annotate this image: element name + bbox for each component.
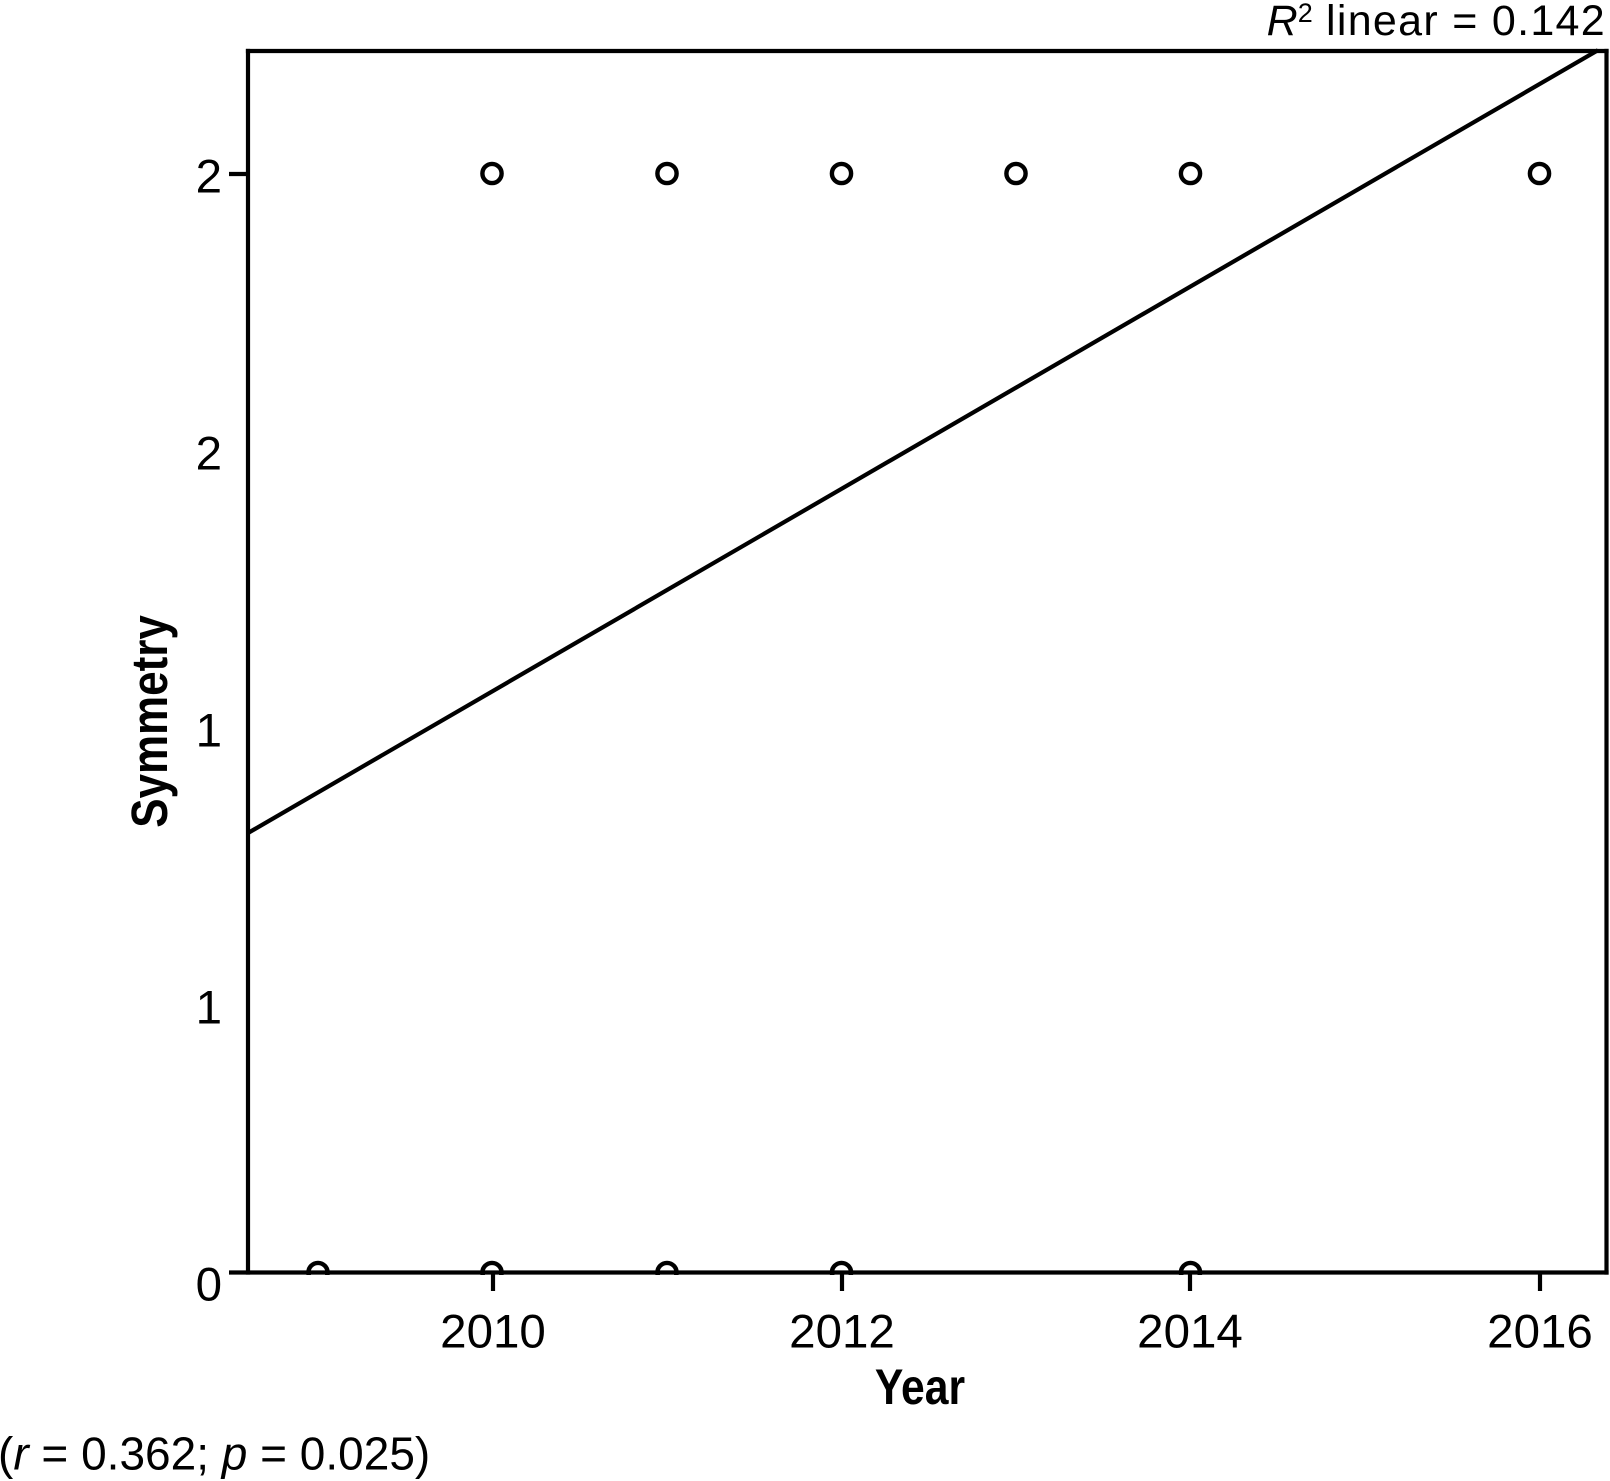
svg-text:2012: 2012 (789, 1306, 895, 1359)
svg-text:1: 1 (196, 981, 222, 1034)
svg-text:0: 0 (196, 1258, 222, 1311)
svg-text:2014: 2014 (1137, 1306, 1243, 1359)
svg-text:2: 2 (196, 427, 222, 480)
svg-text:2010: 2010 (440, 1306, 546, 1359)
svg-text:2: 2 (196, 150, 222, 203)
svg-text:1: 1 (196, 704, 222, 757)
svg-text:R2 linear = 0.142: R2 linear = 0.142 (1267, 0, 1606, 45)
svg-text:(r = 0.362; p = 0.025): (r = 0.362; p = 0.025) (0, 1428, 430, 1480)
svg-text:Symmetry: Symmetry (122, 615, 179, 828)
svg-text:Year: Year (875, 1359, 965, 1415)
svg-text:2016: 2016 (1487, 1306, 1593, 1359)
